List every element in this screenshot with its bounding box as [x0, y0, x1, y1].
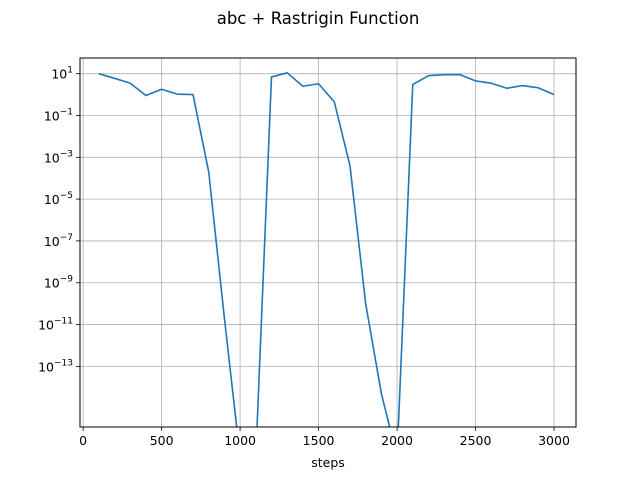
y-tick-label: 10−11 — [38, 317, 73, 333]
y-tick-label: 10−7 — [44, 233, 73, 249]
y-tick-label: 10−13 — [38, 358, 73, 374]
y-tick-base: 10 — [44, 150, 60, 165]
y-tick-exponent: −9 — [60, 275, 74, 285]
x-tick-label: 3000 — [538, 433, 570, 448]
y-tick-base: 10 — [44, 276, 60, 291]
y-tick-exponent: 1 — [67, 66, 73, 76]
y-tick-label: 10−3 — [44, 149, 73, 165]
y-tick-exponent: −5 — [60, 191, 73, 201]
x-tick-label: 2500 — [460, 433, 492, 448]
x-tick-label: 1000 — [224, 433, 256, 448]
y-tick-exponent: −1 — [60, 107, 73, 117]
y-tick-label: 10−1 — [44, 107, 73, 123]
y-tick-label: 10−9 — [44, 275, 73, 291]
x-tick-label: 0 — [79, 433, 87, 448]
y-tick-exponent: −3 — [60, 149, 73, 159]
y-tick-exponent: −7 — [60, 233, 73, 243]
y-tick-base: 10 — [38, 359, 54, 374]
y-tick-base: 10 — [44, 108, 60, 123]
y-tick-label: 10−5 — [44, 191, 73, 207]
series-line — [98, 72, 555, 427]
x-axis-label: steps — [311, 455, 345, 470]
x-tick-label: 1500 — [303, 433, 335, 448]
chart-title: abc + Rastrigin Function — [217, 9, 420, 28]
y-tick-base: 10 — [38, 318, 54, 333]
plot-frame — [79, 57, 577, 428]
x-tick-label: 2000 — [381, 433, 413, 448]
y-tick-base: 10 — [51, 67, 67, 82]
x-tick-label: 500 — [150, 433, 174, 448]
grid — [80, 58, 576, 427]
y-tick-exponent: −11 — [54, 317, 73, 327]
y-tick-label: 101 — [51, 66, 73, 82]
series-group — [98, 72, 555, 427]
x-axis: 0 500 1000 1500 2000 2500 3000 — [79, 427, 570, 448]
y-tick-base: 10 — [44, 234, 60, 249]
y-tick-base: 10 — [44, 192, 60, 207]
y-tick-exponent: −13 — [54, 358, 73, 368]
